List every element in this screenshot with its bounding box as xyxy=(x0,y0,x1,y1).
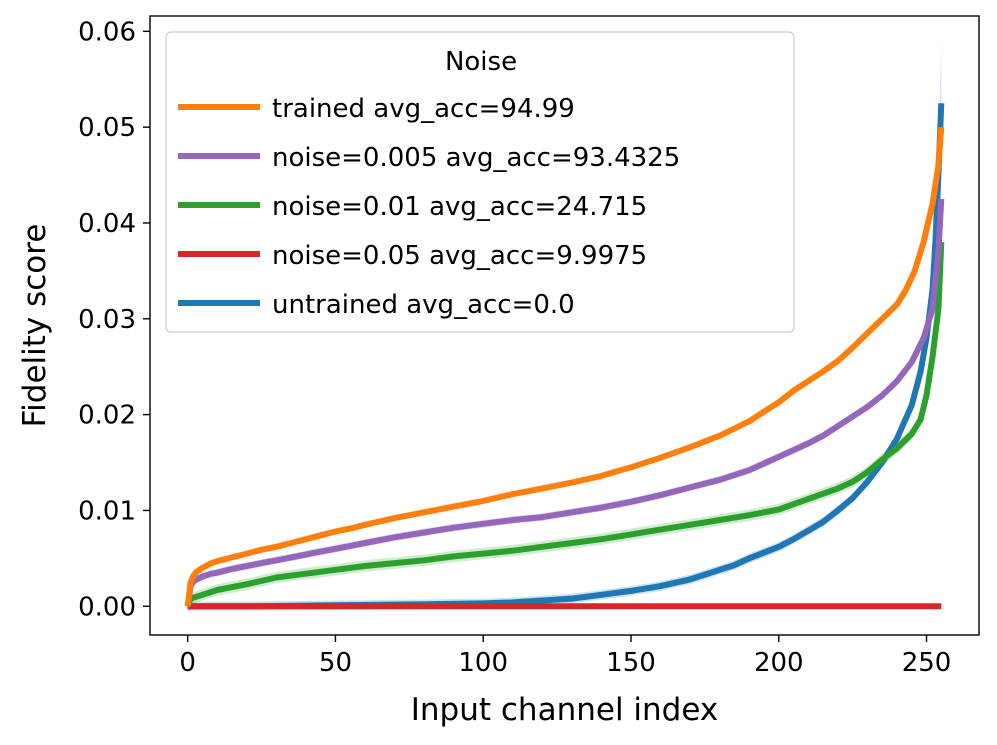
legend-label: noise=0.005 avg_acc=93.4325 xyxy=(272,143,680,173)
x-tick-label: 250 xyxy=(902,648,952,678)
plot-frame xyxy=(149,15,980,636)
x-axis-ticks: 0 50 100 150 200 250 xyxy=(179,635,951,678)
legend-title: Noise xyxy=(445,47,517,77)
y-axis-ticks: 0.00 0.01 0.02 0.03 0.04 0.05 0.06 xyxy=(78,17,150,622)
x-tick-label: 0 xyxy=(179,648,196,678)
series-lines xyxy=(184,103,945,610)
legend: Noise trained avg_acc=94.99 noise=0.005 a… xyxy=(165,31,795,333)
legend-label: noise=0.01 avg_acc=24.715 xyxy=(272,192,647,222)
y-tick-label: 0.06 xyxy=(78,17,136,47)
y-tick-label: 0.05 xyxy=(78,113,136,143)
legend-label: untrained avg_acc=0.0 xyxy=(272,290,575,320)
legend-items: trained avg_acc=94.99 noise=0.005 avg_acc… xyxy=(178,94,680,320)
y-tick-label: 0.03 xyxy=(78,305,136,335)
y-tick-label: 0.04 xyxy=(78,209,136,239)
x-tick-label: 150 xyxy=(606,648,656,678)
series-line-4 xyxy=(187,103,945,610)
legend-label: noise=0.05 avg_acc=9.9975 xyxy=(272,241,647,271)
series-band-2 xyxy=(187,236,942,612)
confidence-bands xyxy=(187,40,942,612)
y-tick-label: 0.00 xyxy=(78,592,136,622)
y-tick-label: 0.02 xyxy=(78,401,136,431)
series-line-1 xyxy=(184,198,945,607)
x-tick-label: 100 xyxy=(458,648,508,678)
x-tick-label: 50 xyxy=(319,648,352,678)
y-tick-label: 0.01 xyxy=(78,496,136,526)
x-tick-label: 200 xyxy=(754,648,804,678)
series-line-0 xyxy=(184,126,945,607)
y-axis-label: Fidelity score xyxy=(17,224,53,428)
x-axis-label: Input channel index xyxy=(411,692,718,728)
legend-box xyxy=(165,31,795,333)
series-line-2 xyxy=(184,241,945,608)
legend-label: trained avg_acc=94.99 xyxy=(272,94,575,124)
